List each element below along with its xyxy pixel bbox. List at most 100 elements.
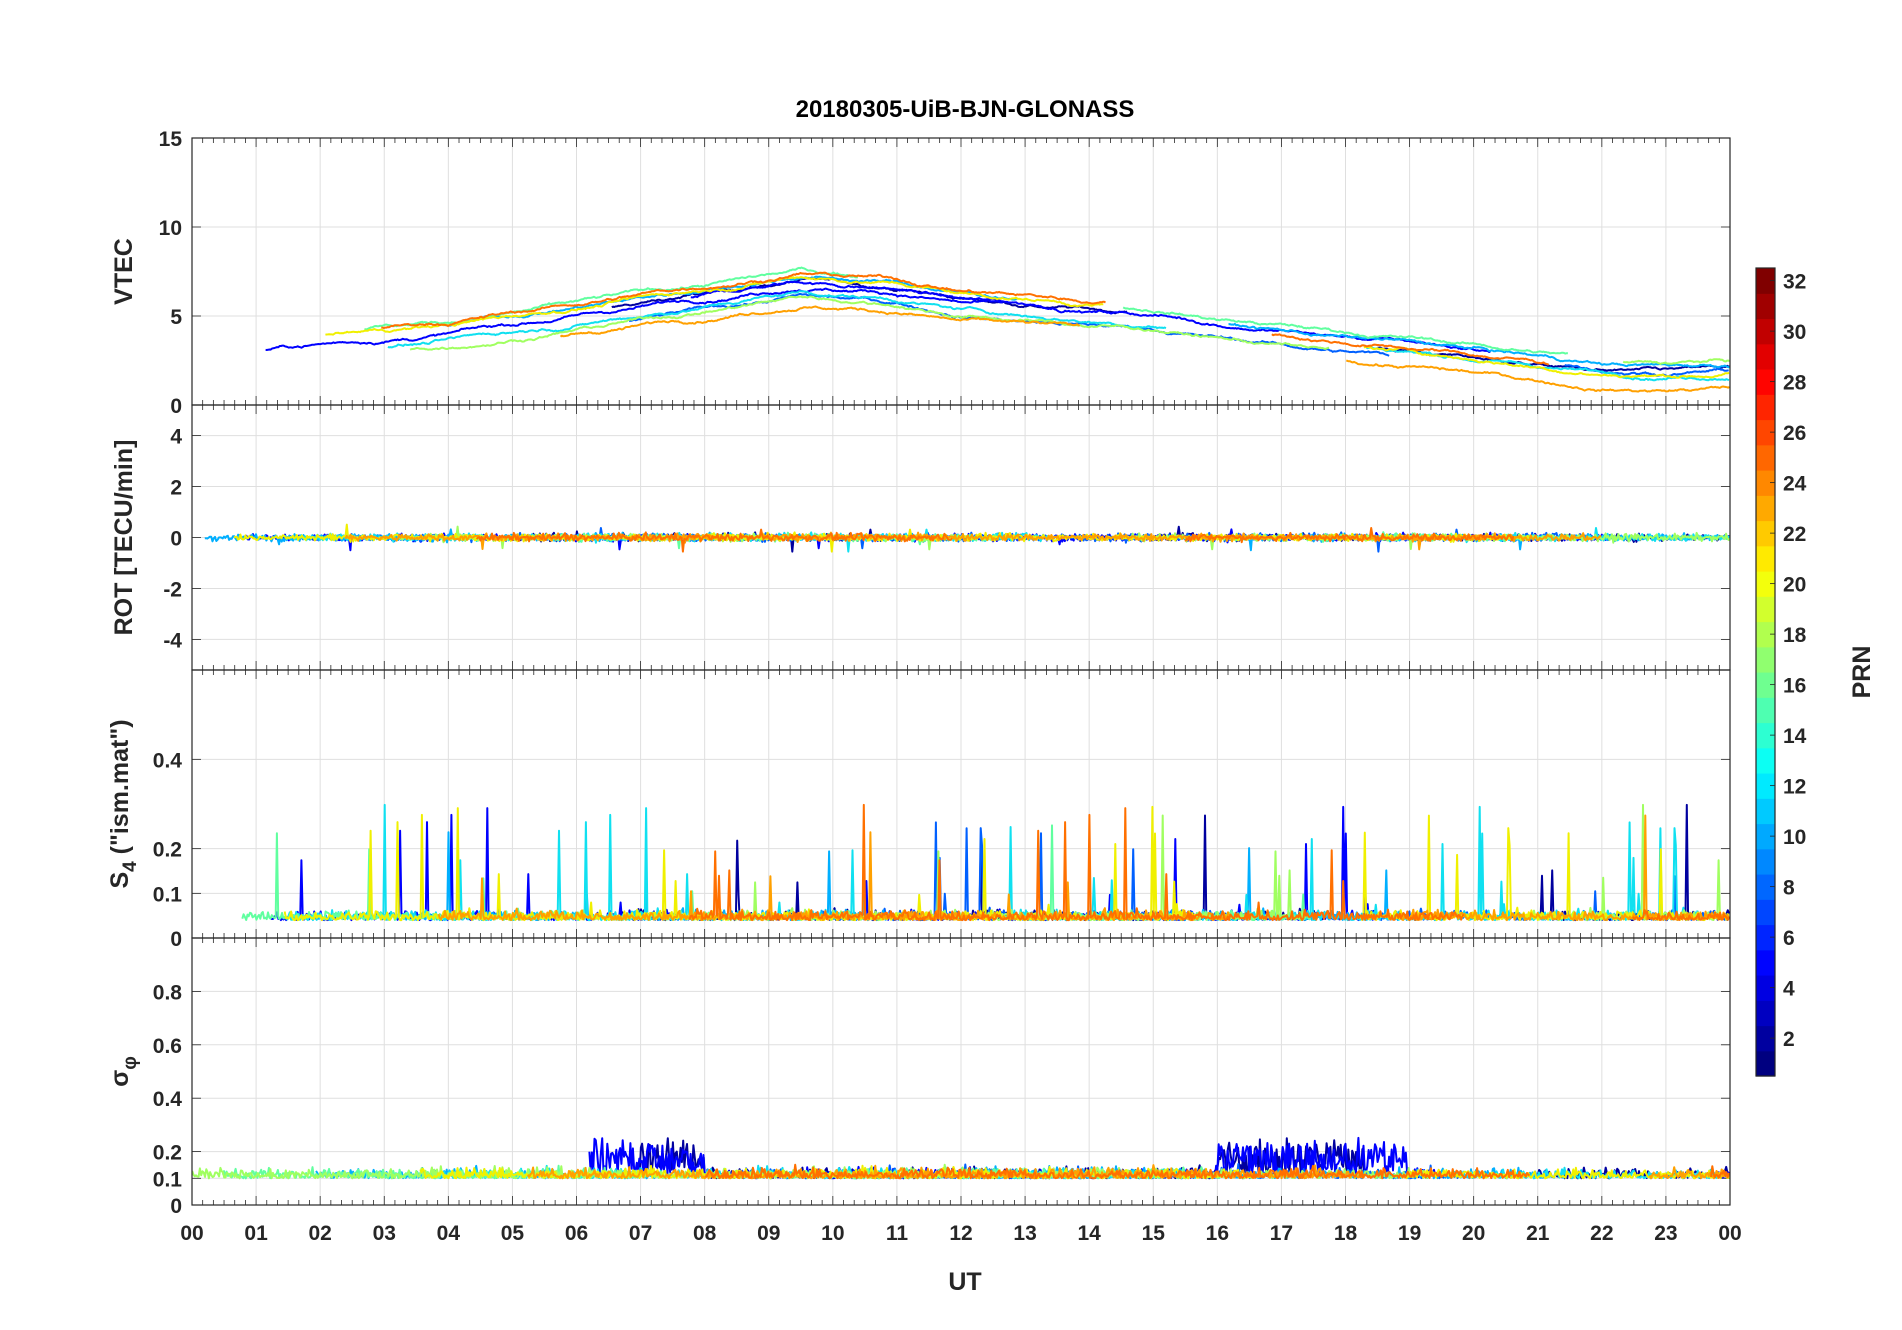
x-tick-label: 08 [693,1222,717,1245]
colorbar-tick-label: 4 [1783,978,1795,1001]
x-tick-label: 20 [1462,1222,1485,1245]
x-tick-label: 13 [1013,1222,1036,1245]
panel-rot: -4 -2 0 2 4 ROT [TECU/min] [110,404,1731,671]
y-axis-label-main: S [106,872,134,889]
series-trace-prn-17 [409,295,1730,365]
series-trace-prn-23 [437,814,1730,922]
x-tick-label: 04 [437,1222,461,1245]
colorbar-segment [1756,571,1775,597]
colorbar-tick-label: 26 [1783,422,1806,445]
colorbar-segment [1756,444,1775,471]
colorbar-segment [1756,268,1775,294]
series-trace-prn-4 [270,805,1375,922]
panel-vtec: 0 5 10 15 VTEC [110,128,1731,418]
x-tick-label: 15 [1142,1222,1166,1245]
colorbar-tick-label: 2 [1783,1028,1795,1051]
series-trace-prn-15 [364,266,1568,355]
panel-s4: 0 0.1 0.2 0.4 S4 ("ism.mat") [106,669,1731,951]
panel-traces [204,523,1730,553]
x-axis-label: UT [948,1268,981,1296]
series-trace-prn-20 [325,276,1730,379]
series-trace-prn-24 [475,527,1515,553]
y-tick-label: 4 [170,426,182,449]
y-tick-label: -2 [163,578,182,601]
series-trace-prn-7 [628,293,1729,378]
y-tick-label: 2 [170,477,182,500]
colorbar-frame [1755,267,1776,1077]
colorbar-segment [1756,848,1775,875]
series-trace-prn-12 [277,803,1699,922]
y-tick-label: 0 [170,528,182,551]
y-tick-label: -4 [163,629,182,652]
y-tick-label: 0.1 [153,883,183,906]
y-tick-label: 15 [159,128,183,151]
colorbar-segment [1756,318,1775,345]
y-axis-label: ROT [TECU/min] [110,440,138,636]
x-tick-label: 03 [373,1222,396,1245]
colorbar-segment [1756,343,1775,370]
y-tick-label: 0 [170,928,182,951]
colorbar-segment [1756,621,1775,648]
colorbar-tick-label: 14 [1783,725,1807,748]
series-trace-prn-23 [527,1164,1730,1180]
x-tick-label: 23 [1654,1222,1677,1245]
colorbar-tick-label: 20 [1783,574,1806,597]
x-tick-label: 14 [1077,1222,1101,1245]
panel-sigma: 0 0.1 0.2 0.4 0.6 0.8 σφ [106,937,1731,1218]
y-tick-label: 0.8 [153,981,183,1004]
colorbar-segment [1756,899,1775,926]
x-tick-label: 06 [565,1222,588,1245]
colorbar-tick-label: 8 [1783,877,1795,900]
y-tick-label: 5 [170,306,182,329]
series-trace-prn-12 [387,290,1730,382]
colorbar-segment [1756,495,1775,522]
x-tick-label: 02 [308,1222,331,1245]
y-tick-label: 0.6 [153,1035,182,1058]
panel-frame [191,937,1731,1206]
x-tick-label: 19 [1398,1222,1421,1245]
series-trace-prn-24 [704,1163,1730,1180]
x-tick-label: 09 [757,1222,780,1245]
colorbar-segment [1756,1025,1775,1052]
colorbar-label: PRN [1848,646,1876,699]
y-tick-label: 0.2 [153,839,182,862]
y-axis-label: S4 ("ism.mat") [106,719,141,888]
y-axis-label: σφ [106,1056,141,1087]
colorbar-segment [1756,646,1775,673]
colorbar-segment [1756,823,1775,850]
series-trace-prn-24 [688,803,1730,922]
y-axis-label-subscript: 4 [120,861,141,872]
series-trace-prn-24 [381,271,1550,366]
y-tick-label: 0.2 [153,1142,182,1165]
panel-traces [265,266,1730,393]
colorbar-segment [1756,773,1775,799]
y-axis-label-subscript: φ [120,1056,141,1070]
x-tick-label: 12 [949,1222,972,1245]
colorbar-segment [1756,874,1775,900]
colorbar-tick-label: 28 [1783,372,1807,395]
x-tick-label: 05 [501,1222,525,1245]
y-tick-label: 10 [159,217,182,240]
colorbar-segment [1756,975,1775,1001]
colorbar-segment [1756,596,1775,623]
colorbar-tick-label: 16 [1783,675,1806,698]
x-tick-label: 21 [1526,1222,1550,1245]
colorbar-tick-label: 32 [1783,271,1806,294]
x-axis: 00 01 02 03 04 05 06 07 08 09 10 11 12 13 14 15 16 17 18 19… [180,1222,1741,1245]
x-tick-label: 10 [821,1222,844,1245]
x-tick-label: 00 [180,1222,203,1245]
x-tick-label: 17 [1270,1222,1293,1245]
y-tick-label: 0 [170,1195,182,1218]
colorbar-segment [1756,394,1775,421]
chart-title: 20180305-UiB-BJN-GLONASS [796,96,1135,123]
colorbar-segment [1756,293,1775,320]
y-tick-label: 0.4 [153,1088,183,1111]
colorbar-segment [1756,470,1775,496]
y-tick-label: 0.1 [153,1168,183,1191]
colorbar-segment [1756,1000,1775,1027]
colorbar-segment [1756,672,1775,698]
y-axis-label: VTEC [110,238,138,305]
colorbar-tick-label: 24 [1783,473,1807,496]
